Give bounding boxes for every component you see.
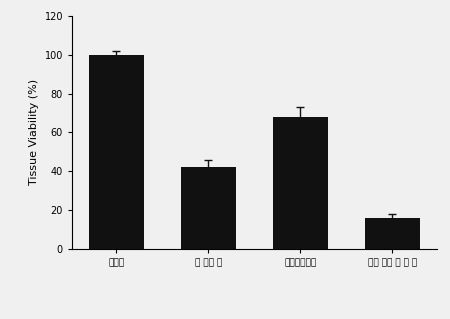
Bar (89, 55, 144, 249)
Bar (180, 167, 236, 249)
Bar (273, 117, 328, 249)
Bar (364, 218, 420, 249)
Y-axis label: Tissue Viability (%): Tissue Viability (%) (29, 79, 39, 185)
